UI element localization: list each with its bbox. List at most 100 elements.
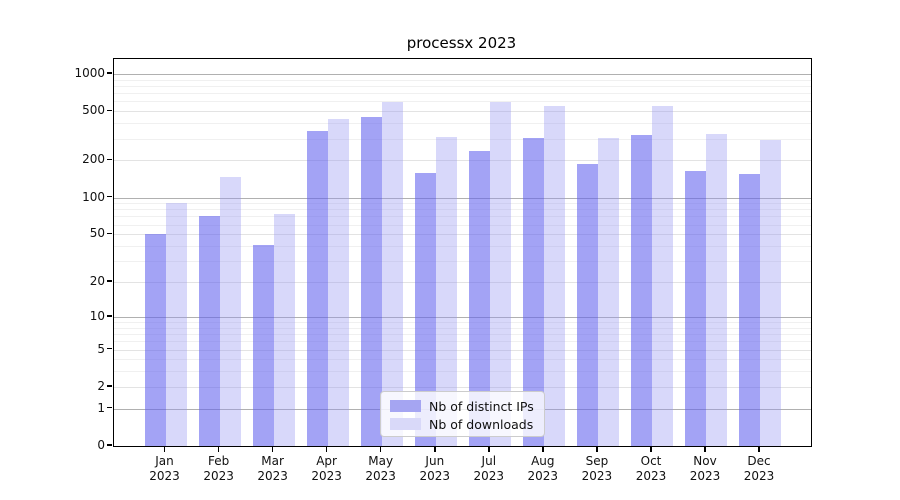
y-tick-mark	[107, 406, 112, 409]
legend-swatch-downloads	[390, 418, 421, 430]
x-tick-month: Mar	[261, 454, 284, 468]
bar-downloads-dec	[760, 140, 781, 446]
x-tick-mark	[325, 447, 328, 452]
x-tick-year: 2023	[365, 469, 396, 483]
chart-title: processx 2023	[406, 34, 517, 52]
y-tick-label: 10	[89, 308, 105, 323]
plot-area	[113, 58, 812, 447]
bar-distinct-ips-dec	[739, 174, 760, 446]
bar-distinct-ips-oct	[631, 135, 652, 446]
y-tick-mark	[107, 158, 112, 161]
y-tick-label: 5	[97, 341, 105, 356]
x-tick-year: 2023	[743, 469, 775, 483]
bar-downloads-mar	[273, 214, 295, 446]
bar-downloads-aug	[543, 106, 565, 446]
x-tick-label: Jul 2023	[461, 454, 517, 484]
y-tick-label: 50	[89, 226, 105, 241]
x-tick-month: Jun	[425, 454, 445, 468]
bar-distinct-ips-feb	[198, 215, 220, 446]
x-tick-mark	[542, 447, 544, 452]
bar-downloads-jul	[489, 102, 511, 446]
legend-label-downloads: Nb of downloads	[429, 416, 534, 432]
gridline-major	[114, 197, 811, 199]
y-tick-label: 1	[97, 400, 105, 415]
x-tick-label: Oct 2023	[623, 454, 679, 484]
x-tick-mark	[217, 447, 220, 452]
gridline-minor	[114, 327, 811, 329]
x-tick-mark	[271, 447, 274, 452]
y-tick-mark	[107, 280, 112, 282]
x-tick-month: Sep	[585, 454, 609, 468]
legend: Nb of distinct IPs Nb of downloads	[380, 391, 545, 437]
gridline-minor	[114, 123, 811, 125]
bar-distinct-ips-mar	[252, 244, 274, 446]
x-tick-month: Jan	[155, 454, 174, 468]
y-tick-label: 500	[82, 103, 105, 118]
gridline-minor	[114, 322, 811, 323]
gridline-minor	[114, 261, 811, 263]
legend-item-downloads: Nb of downloads	[381, 415, 544, 433]
x-tick-mark	[488, 447, 490, 452]
bar-distinct-ips-jan	[144, 234, 166, 446]
bar-distinct-ips-apr	[306, 131, 328, 446]
x-tick-year: 2023	[257, 469, 288, 483]
gridline	[114, 160, 811, 162]
x-tick-label: Feb 2023	[191, 454, 247, 484]
gridline-major	[114, 316, 811, 318]
x-tick-label: Nov 2023	[677, 454, 733, 484]
bar-distinct-ips-sep	[576, 164, 598, 446]
x-tick-month: Feb	[207, 454, 230, 468]
x-tick-month: Oct	[640, 454, 662, 468]
x-tick-mark	[596, 447, 598, 452]
bar-downloads-nov	[706, 134, 727, 446]
gridline	[114, 349, 811, 351]
bar-downloads-may	[381, 102, 403, 446]
x-tick-year: 2023	[149, 469, 180, 483]
gridline-minor	[114, 79, 811, 81]
gridline-minor	[114, 216, 811, 218]
x-tick-label: May 2023	[353, 454, 409, 484]
bar-downloads-oct	[652, 106, 673, 446]
x-tick-year: 2023	[581, 469, 613, 483]
x-tick-year: 2023	[311, 469, 342, 483]
y-tick-mark	[107, 195, 112, 198]
y-tick-label: 0	[97, 438, 105, 452]
gridline-minor	[114, 224, 811, 226]
x-tick-year: 2023	[635, 469, 667, 483]
x-tick-mark	[650, 447, 652, 452]
bar-downloads-apr	[327, 119, 349, 446]
y-tick-mark	[107, 232, 112, 234]
bar-distinct-ips-jun	[414, 173, 436, 446]
x-tick-month: Dec	[747, 454, 771, 468]
bar-downloads-feb	[219, 176, 241, 446]
x-tick-mark	[704, 447, 706, 452]
y-tick-mark	[107, 109, 112, 111]
x-tick-year: 2023	[689, 469, 721, 483]
gridline-minor	[114, 101, 811, 103]
x-tick-year: 2023	[473, 469, 505, 483]
gridline-minor	[114, 209, 811, 211]
gridline-minor	[114, 341, 811, 343]
bar-distinct-ips-jul	[468, 150, 490, 446]
gridline-minor	[114, 246, 811, 247]
y-tick-mark	[107, 315, 112, 317]
legend-swatch-distinct-ips	[390, 400, 421, 412]
x-tick-label: Aug 2023	[515, 454, 571, 484]
bar-distinct-ips-may	[360, 117, 382, 446]
x-tick-month: May	[368, 454, 394, 468]
y-tick-mark	[107, 385, 112, 387]
x-tick-month: Nov	[693, 454, 717, 468]
bar-downloads-sep	[597, 138, 619, 446]
gridline-minor	[114, 359, 811, 361]
gridline	[114, 234, 811, 236]
y-tick-label: 20	[89, 274, 105, 288]
gridline	[114, 282, 811, 283]
x-tick-month: Jul	[481, 454, 497, 468]
y-tick-label: 2	[97, 378, 105, 393]
x-tick-mark	[379, 447, 382, 452]
legend-item-distinct-ips: Nb of distinct IPs	[381, 397, 544, 415]
bar-downloads-jan	[165, 202, 187, 446]
gridline-minor	[114, 85, 811, 87]
gridline-minor	[114, 138, 811, 140]
